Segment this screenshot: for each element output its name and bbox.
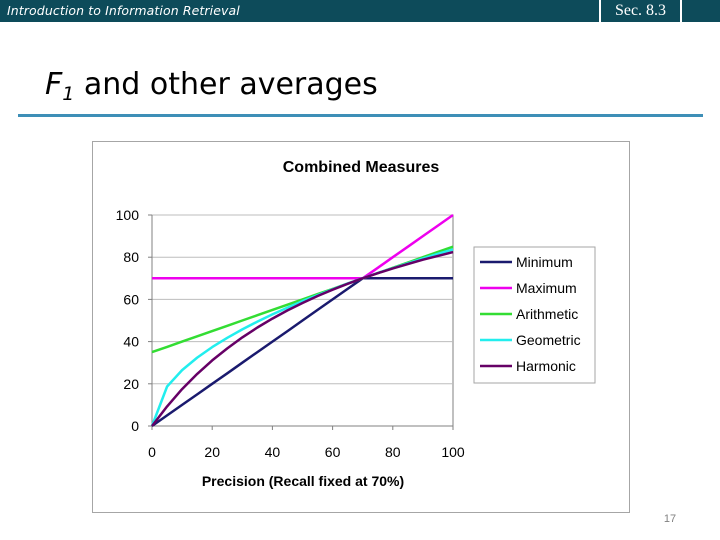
slide-title-f: F: [45, 67, 63, 102]
x-tick-label: 60: [325, 444, 341, 460]
header-bar: Introduction to Information Retrieval Se…: [0, 0, 720, 22]
series-line-maximum: [152, 213, 454, 280]
legend-label-arithmetic: Arithmetic: [516, 306, 578, 322]
legend-label-maximum: Maximum: [516, 280, 577, 296]
x-tick-label: 20: [204, 444, 220, 460]
x-axis-label: Precision (Recall fixed at 70%): [202, 473, 404, 489]
y-tick-label: 20: [123, 376, 139, 392]
x-tick-label: 80: [385, 444, 401, 460]
y-tick-label: 0: [131, 418, 139, 434]
x-tick-label: 40: [265, 444, 281, 460]
series-line-minimum: [151, 277, 453, 428]
x-tick-label: 0: [148, 444, 156, 460]
legend-label-harmonic: Harmonic: [516, 358, 576, 374]
y-tick-label: 40: [123, 334, 139, 350]
section-reference: Sec. 8.3: [599, 0, 682, 22]
course-title: Introduction to Information Retrieval: [7, 3, 240, 18]
title-underline: [18, 114, 703, 117]
legend-label-minimum: Minimum: [516, 254, 573, 270]
series-line-harmonic: [151, 250, 454, 427]
y-tick-label: 60: [123, 291, 139, 307]
slide-title-text: and other averages: [74, 67, 378, 102]
page-number: 17: [663, 513, 677, 525]
x-tick-label: 100: [441, 444, 465, 460]
y-tick-label: 80: [123, 249, 139, 265]
y-tick-label: 100: [116, 207, 140, 223]
slide-title: F1 and other averages: [45, 66, 378, 113]
chart-title: Combined Measures: [283, 159, 440, 176]
legend-label-geometric: Geometric: [516, 332, 581, 348]
slide-title-subscript: 1: [62, 83, 75, 105]
